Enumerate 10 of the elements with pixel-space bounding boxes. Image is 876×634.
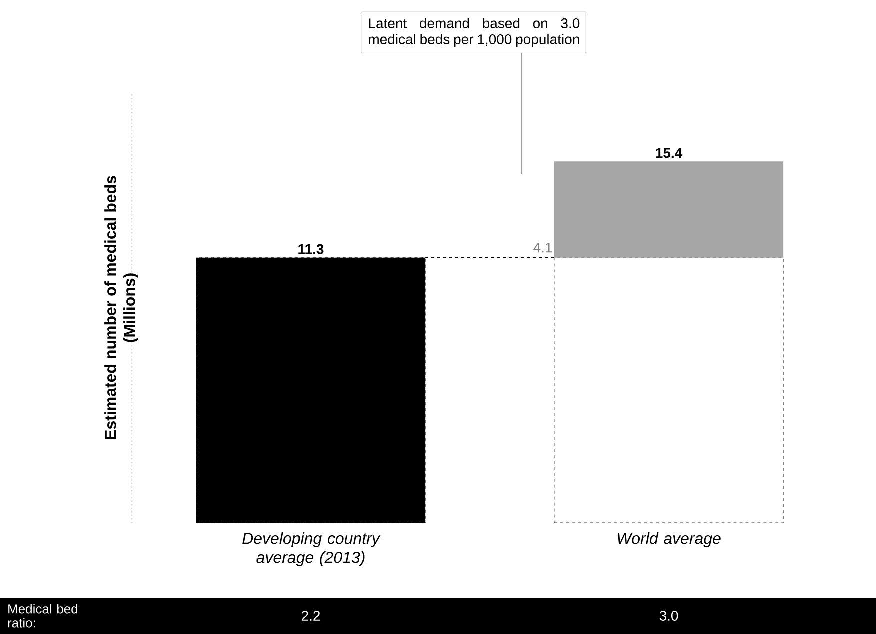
- x-tick-label: Developing country average (2013): [242, 532, 381, 566]
- text: Medical bed ratio:: [8, 604, 78, 628]
- data-label: 11.3: [298, 244, 324, 254]
- x-tick-label: World average: [618, 532, 721, 548]
- text: 2.2: [302, 611, 320, 621]
- total-label: 15.4: [656, 148, 683, 158]
- data-label: 4.1: [534, 243, 552, 253]
- text: 3.0: [660, 611, 678, 621]
- text: Latent demand based on 3.0 medical beds per 1,000 population: [369, 18, 580, 48]
- y-axis-title: Estimated number of medical beds (Millions): [104, 176, 138, 440]
